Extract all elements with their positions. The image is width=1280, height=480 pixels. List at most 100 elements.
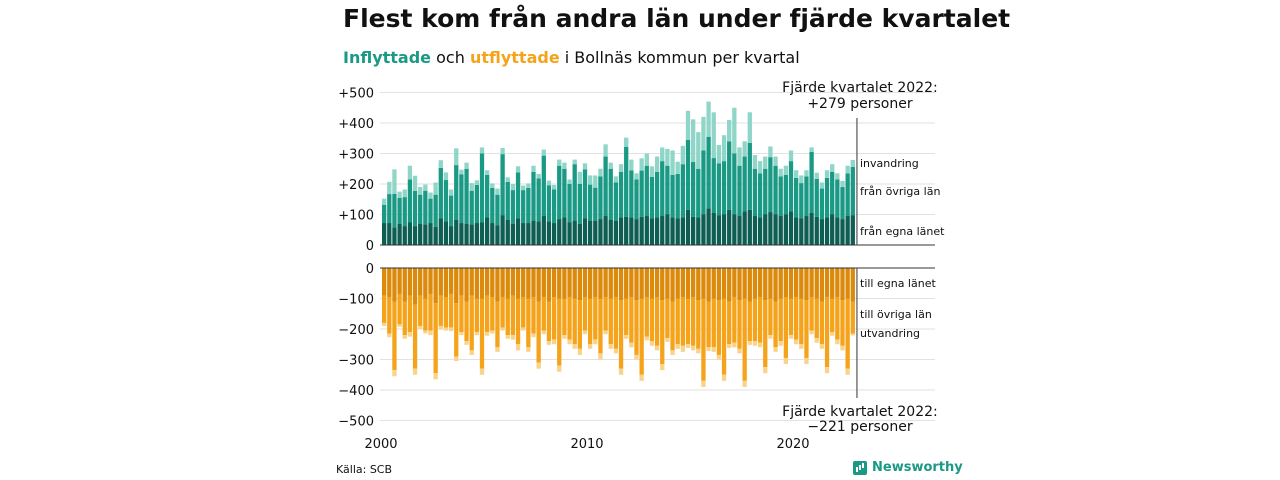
- bar-outflow-own: [443, 268, 449, 297]
- bar-outflow-abroad: [768, 335, 773, 339]
- bar-outflow-other: [691, 296, 696, 346]
- bar-inflow-abroad: [608, 162, 613, 169]
- bar-inflow-abroad: [577, 171, 582, 184]
- bar-outflow-own: [752, 268, 758, 299]
- subtitle-inflow: Inflyttade: [343, 48, 432, 67]
- bar-outflow-abroad: [521, 327, 526, 331]
- bar-outflow-own: [691, 268, 696, 297]
- bar-inflow-other: [588, 184, 593, 221]
- bar-outflow-other: [608, 298, 613, 345]
- bar-outflow-own: [742, 268, 747, 299]
- bar-inflow-other: [727, 141, 732, 210]
- subtitle-joiner: och: [431, 48, 470, 67]
- bar-inflow-abroad: [479, 147, 485, 154]
- bar-inflow-other: [716, 163, 722, 216]
- bar-outflow-other: [660, 300, 665, 365]
- bar-inflow-own: [752, 216, 758, 245]
- bar-inflow-own: [685, 209, 691, 245]
- bar-outflow-abroad: [629, 342, 634, 348]
- bar-inflow-other: [768, 157, 773, 213]
- bar-inflow-own: [835, 217, 840, 245]
- bar-outflow-other: [433, 303, 438, 374]
- bar-outflow-own: [448, 268, 454, 294]
- bar-outflow-own: [613, 268, 619, 297]
- bar-inflow-own: [830, 214, 835, 245]
- bar-inflow-abroad: [788, 150, 794, 162]
- bar-inflow-abroad: [407, 165, 413, 180]
- bar-outflow-other: [562, 298, 567, 336]
- bar-outflow-own: [551, 268, 557, 297]
- bar-outflow-own: [845, 268, 850, 299]
- bar-inflow-abroad: [747, 112, 752, 143]
- bar-outflow-own: [526, 268, 531, 299]
- bar-inflow-own: [824, 217, 830, 245]
- bar-outflow-other: [557, 298, 562, 366]
- bar-inflow-own: [701, 214, 706, 245]
- bar-outflow-other: [402, 301, 407, 336]
- bar-inflow-own: [809, 212, 814, 245]
- bar-outflow-other: [423, 298, 428, 331]
- bar-inflow-other: [819, 188, 825, 220]
- bar-inflow-own: [557, 219, 562, 245]
- bar-outflow-own: [799, 268, 804, 299]
- bar-inflow-other: [541, 155, 546, 217]
- bar-outflow-abroad: [634, 354, 639, 360]
- bar-inflow-abroad: [675, 161, 680, 174]
- bar-outflow-other: [732, 296, 737, 343]
- bar-outflow-other: [773, 301, 778, 348]
- bar-inflow-other: [706, 136, 711, 209]
- bar-inflow-other: [562, 168, 567, 218]
- chart-title: Flest kom från andra län under fjärde kv…: [343, 4, 1011, 33]
- bar-inflow-own: [778, 216, 783, 245]
- bar-inflow-own: [788, 211, 794, 245]
- bar-outflow-other: [582, 296, 588, 331]
- bar-inflow-own: [819, 219, 825, 245]
- bar-outflow-other: [531, 296, 536, 334]
- bar-outflow-other: [588, 298, 593, 345]
- bar-inflow-own: [546, 221, 552, 245]
- bar-outflow-own: [747, 268, 752, 302]
- bar-outflow-other: [721, 298, 727, 375]
- bar-inflow-own: [660, 216, 665, 245]
- bar-inflow-other: [742, 156, 747, 212]
- bar-outflow-own: [392, 268, 397, 302]
- bar-outflow-own: [588, 268, 593, 299]
- bar-outflow-other: [680, 296, 685, 346]
- bar-outflow-own: [438, 268, 443, 296]
- bar-inflow-own: [433, 226, 438, 245]
- bar-outflow-abroad: [830, 332, 835, 336]
- bar-outflow-other: [830, 298, 835, 333]
- bar-inflow-abroad: [814, 172, 819, 179]
- bar-inflow-abroad: [794, 170, 799, 178]
- bar-inflow-own: [382, 223, 387, 245]
- bar-outflow-abroad: [448, 327, 454, 332]
- bar-inflow-other: [479, 153, 485, 223]
- bar-inflow-own: [804, 216, 809, 245]
- bar-outflow-other: [598, 298, 603, 354]
- bar-inflow-own: [510, 223, 516, 245]
- bar-outflow-own: [521, 268, 526, 297]
- bar-outflow-own: [428, 268, 433, 294]
- x-tick-label: 2000: [364, 437, 397, 452]
- bar-outflow-own: [464, 268, 469, 302]
- bar-inflow-abroad: [613, 176, 619, 183]
- bar-inflow-other: [732, 153, 737, 215]
- bar-inflow-other: [685, 139, 691, 210]
- bar-outflow-other: [603, 296, 608, 331]
- bar-inflow-abroad: [526, 183, 531, 188]
- bar-inflow-own: [737, 216, 742, 245]
- bar-inflow-abroad: [752, 155, 758, 169]
- bar-inflow-other: [593, 187, 598, 221]
- bar-inflow-other: [814, 178, 819, 217]
- bar-inflow-other: [412, 191, 418, 227]
- bar-outflow-other: [788, 298, 794, 336]
- bar-outflow-abroad: [654, 345, 660, 351]
- bar-outflow-other: [613, 296, 619, 349]
- bar-outflow-abroad: [397, 324, 402, 327]
- bar-outflow-other: [701, 298, 706, 381]
- bar-outflow-own: [407, 268, 413, 296]
- bar-inflow-abroad: [721, 135, 727, 162]
- bar-inflow-own: [515, 218, 521, 245]
- bar-outflow-own: [485, 268, 490, 296]
